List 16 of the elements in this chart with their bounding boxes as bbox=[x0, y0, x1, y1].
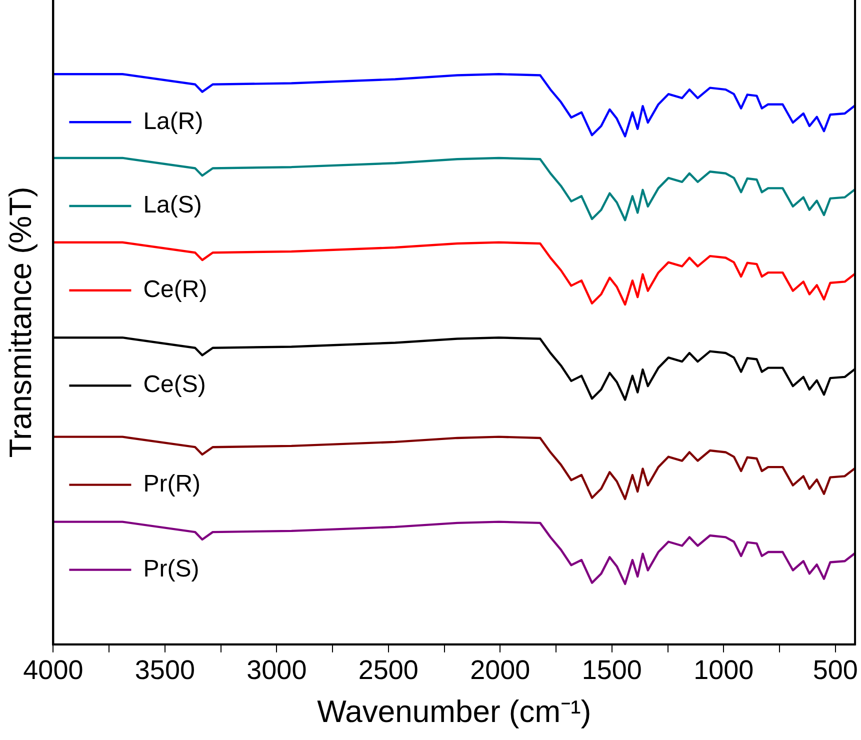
x-axis-title: Wavenumber (cm⁻¹) bbox=[317, 694, 592, 729]
x-tick-label: 3000 bbox=[246, 655, 307, 686]
y-axis-title: Transmittance (%T) bbox=[3, 186, 38, 458]
legend-label: Ce(S) bbox=[143, 371, 206, 398]
x-tick-label: 2000 bbox=[470, 655, 530, 686]
legend-label: La(S) bbox=[143, 192, 202, 219]
x-tick-label: 3500 bbox=[134, 655, 195, 686]
legend-label: Pr(R) bbox=[143, 470, 201, 498]
x-tick-label: 1000 bbox=[694, 655, 754, 686]
legend-label: Pr(S) bbox=[143, 555, 200, 582]
x-tick-label: 1500 bbox=[582, 655, 642, 686]
legend-label: La(R) bbox=[143, 108, 204, 135]
x-tick-label: 2500 bbox=[358, 655, 418, 686]
x-tick-label: 4000 bbox=[23, 655, 84, 686]
x-tick-label: 500 bbox=[812, 655, 858, 686]
legend-label: Ce(R) bbox=[143, 276, 208, 303]
